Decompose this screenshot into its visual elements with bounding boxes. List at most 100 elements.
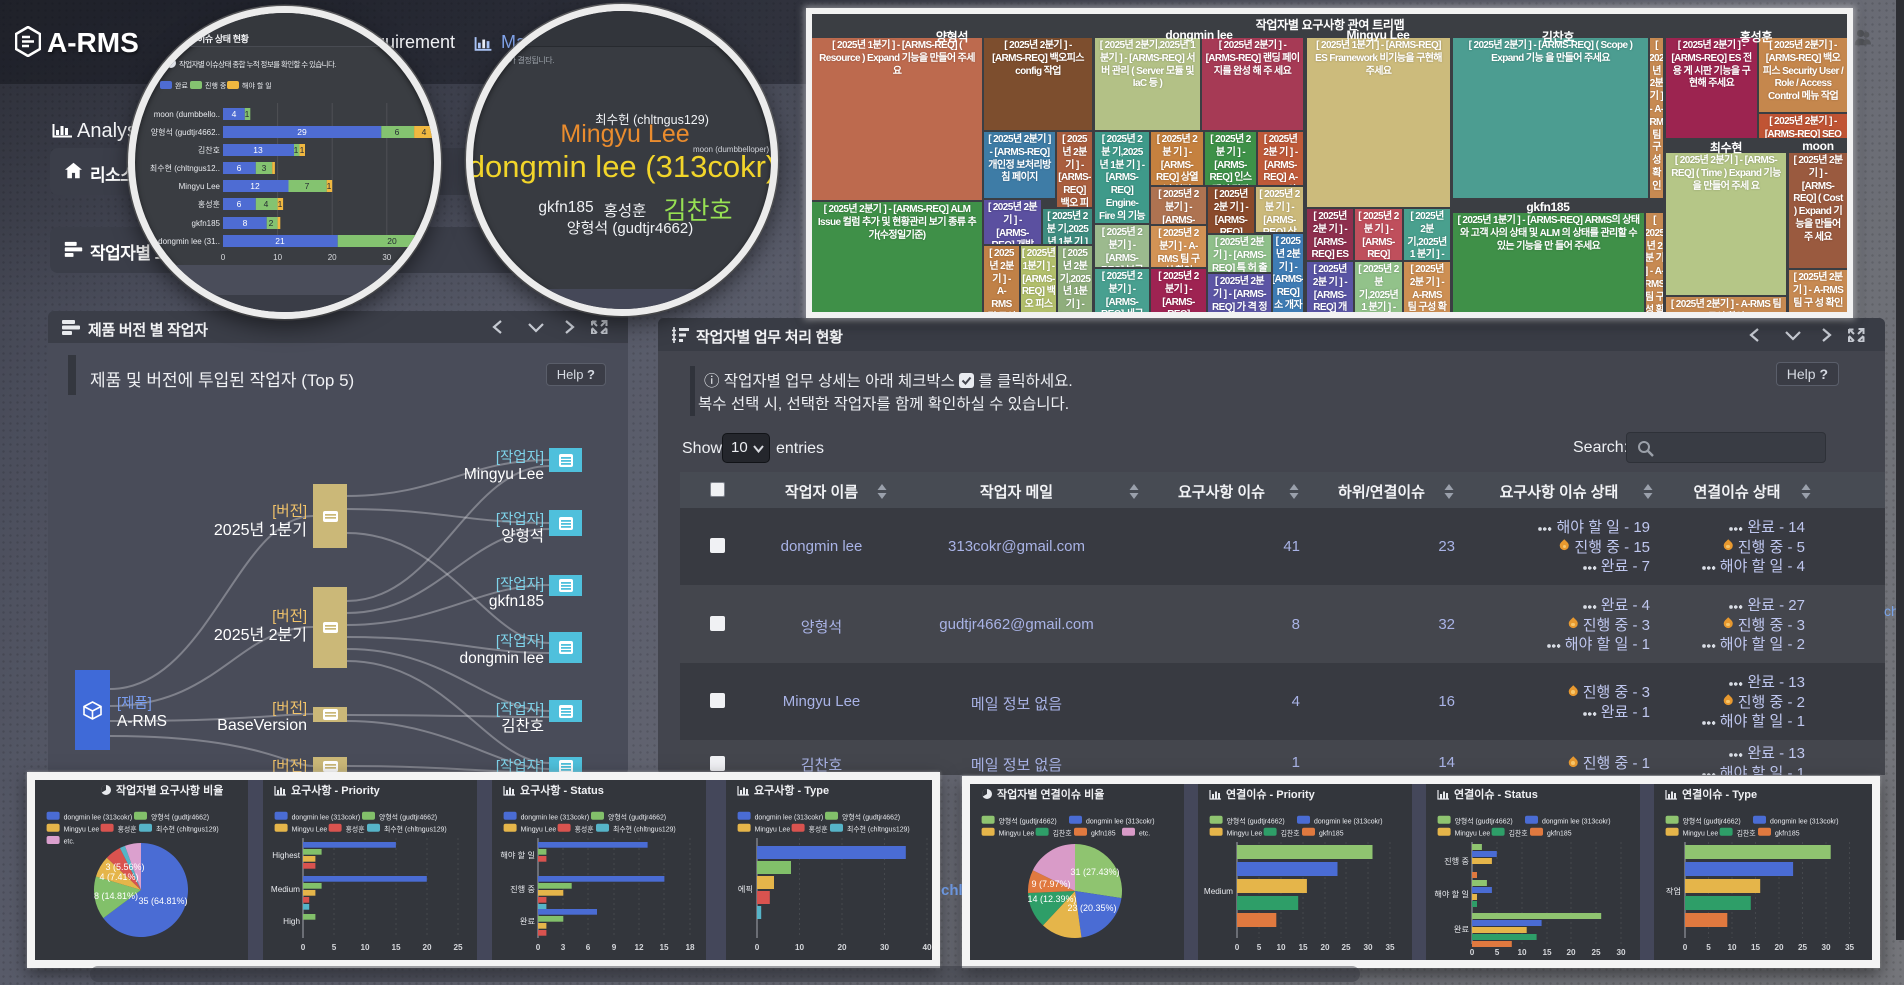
svg-text:10: 10 (795, 943, 805, 952)
svg-text:[작업자]: [작업자] (496, 449, 544, 466)
svg-text:홍성훈: 홍성훈 (575, 824, 594, 833)
svg-text:완료: 완료 (520, 917, 536, 926)
svg-text:30: 30 (1616, 948, 1626, 957)
svg-text:moon (dumbbello..: moon (dumbbello.. (154, 110, 220, 119)
svg-text:[제품]: [제품] (117, 695, 152, 712)
svg-text:9 (7.97%): 9 (7.97%) (1031, 879, 1070, 889)
svg-text:2: 2 (269, 218, 274, 228)
svg-text:10: 10 (1276, 943, 1286, 952)
svg-text:양형석: 양형석 (501, 527, 544, 545)
svg-text:요구사항 - Type: 요구사항 - Type (754, 783, 829, 797)
svg-text:양형석 (gudtjr4662..: 양형석 (gudtjr4662.. (151, 127, 220, 137)
svg-text:dongmin lee (31..: dongmin lee (31.. (158, 237, 220, 246)
svg-text:25: 25 (1341, 943, 1351, 952)
svg-text:35 (64.81%): 35 (64.81%) (138, 896, 187, 906)
svg-text:A-RMS: A-RMS (117, 713, 167, 730)
svg-text:0: 0 (1470, 948, 1475, 957)
svg-text:15: 15 (1751, 943, 1761, 952)
svg-text:홍성훈: 홍성훈 (118, 824, 137, 833)
svg-text:3 (5.56%): 3 (5.56%) (105, 862, 144, 872)
svg-text:9: 9 (612, 943, 617, 952)
svg-text:5: 5 (1706, 943, 1711, 952)
svg-text:30: 30 (382, 253, 391, 262)
svg-text:최수현 (chltngus129): 최수현 (chltngus129) (613, 824, 676, 833)
svg-text:Mingyu Lee: Mingyu Lee (1683, 830, 1719, 837)
svg-text:[버전]: [버전] (272, 758, 307, 775)
svg-text:최수현 (chltngus129): 최수현 (chltngus129) (847, 824, 910, 833)
svg-text:23 (20.35%): 23 (20.35%) (1067, 903, 1116, 913)
svg-text:4: 4 (264, 199, 269, 209)
svg-text:해야 할 일: 해야 할 일 (500, 850, 535, 860)
svg-text:양형석 (gudtjr4662): 양형석 (gudtjr4662) (842, 812, 900, 821)
svg-text:Medium: Medium (271, 885, 300, 894)
svg-text:30: 30 (880, 943, 890, 952)
svg-text:양형석 (gudtjr4662): 양형석 (gudtjr4662) (379, 812, 437, 821)
svg-text:25: 25 (453, 943, 463, 952)
svg-text:30: 30 (1363, 943, 1373, 952)
svg-text:gkfn185: gkfn185 (1547, 830, 1572, 837)
svg-text:작업: 작업 (1666, 886, 1681, 896)
svg-text:0: 0 (536, 943, 541, 952)
svg-text:홍성훈: 홍성훈 (198, 199, 220, 209)
svg-text:1: 1 (300, 145, 305, 155)
svg-text:High: High (283, 917, 300, 926)
svg-text:Mingyu Lee: Mingyu Lee (64, 826, 100, 833)
svg-text:6: 6 (586, 943, 591, 952)
svg-text:40: 40 (922, 943, 932, 952)
svg-text:Mingyu Lee: Mingyu Lee (755, 826, 791, 833)
svg-text:dongmin lee (313cokr): dongmin lee (313cokr) (521, 814, 590, 821)
svg-text:연결이슈 - Type: 연결이슈 - Type (1682, 787, 1757, 801)
svg-text:10: 10 (1727, 943, 1737, 952)
svg-text:gkfn185: gkfn185 (1091, 830, 1116, 837)
svg-text:완료: 완료 (1454, 925, 1470, 934)
svg-text:12: 12 (250, 181, 260, 191)
svg-text:dongmin lee (313cokr): dongmin lee (313cokr) (1086, 818, 1155, 825)
svg-text:김찬호: 김찬호 (1509, 828, 1528, 837)
svg-text:35: 35 (1385, 943, 1395, 952)
svg-text:15: 15 (659, 943, 669, 952)
svg-text:연결이슈 - Priority: 연결이슈 - Priority (1226, 787, 1316, 801)
svg-text:20: 20 (387, 236, 397, 246)
svg-text:Mingyu Lee: Mingyu Lee (179, 182, 221, 191)
svg-text:6: 6 (395, 127, 400, 137)
svg-text:dongmin lee (313cokr): dongmin lee (313cokr) (1542, 818, 1611, 825)
svg-text:요구사항 - Status: 요구사항 - Status (520, 783, 604, 797)
svg-text:20: 20 (837, 943, 847, 952)
svg-text:10: 10 (273, 253, 282, 262)
svg-text:dongmin lee (313cokr): dongmin lee (313cokr) (755, 814, 824, 821)
svg-text:연결이슈 - Status: 연결이슈 - Status (1454, 787, 1538, 801)
svg-text:[작업자]: [작업자] (496, 576, 544, 593)
svg-text:0: 0 (301, 943, 306, 952)
svg-text:8: 8 (243, 218, 248, 228)
svg-text:14 (12.39%): 14 (12.39%) (1027, 894, 1076, 904)
svg-text:진행 중: 진행 중 (510, 884, 535, 894)
svg-text:12: 12 (634, 943, 644, 952)
svg-text:[작업자]: [작업자] (496, 758, 544, 775)
svg-text:Mingyu Lee: Mingyu Lee (292, 826, 328, 833)
svg-text:[버전]: [버전] (272, 503, 307, 520)
svg-text:18: 18 (685, 943, 695, 952)
svg-text:양형석 (gudtjr4662): 양형석 (gudtjr4662) (1455, 816, 1513, 825)
svg-text:1: 1 (245, 109, 250, 119)
svg-text:35: 35 (1845, 943, 1855, 952)
svg-text:10: 10 (360, 943, 370, 952)
svg-text:김찬호: 김찬호 (1053, 828, 1072, 837)
svg-text:0: 0 (755, 943, 760, 952)
svg-text:30: 30 (1821, 943, 1831, 952)
svg-text:최수현 (chltngus129): 최수현 (chltngus129) (384, 824, 447, 833)
svg-text:15: 15 (1542, 948, 1552, 957)
svg-text:요구사항 - Priority: 요구사항 - Priority (291, 783, 381, 797)
svg-text:Highest: Highest (272, 851, 300, 860)
svg-text:gkfn185: gkfn185 (1319, 830, 1344, 837)
svg-text:양형석 (gudtjr4662): 양형석 (gudtjr4662) (1683, 816, 1741, 825)
svg-text:0: 0 (1235, 943, 1240, 952)
svg-text:20: 20 (1320, 943, 1330, 952)
svg-text:양형석 (gudtjr4662): 양형석 (gudtjr4662) (999, 816, 1057, 825)
svg-text:김찬호: 김찬호 (1737, 828, 1756, 837)
svg-text:20: 20 (422, 943, 432, 952)
svg-text:21: 21 (275, 236, 285, 246)
svg-text:진행 중: 진행 중 (1444, 856, 1469, 866)
svg-text:작업자별 요구사항 비율: 작업자별 요구사항 비율 (116, 783, 223, 797)
svg-text:gkfn185: gkfn185 (1775, 830, 1800, 837)
svg-text:홍성훈: 홍성훈 (346, 824, 365, 833)
